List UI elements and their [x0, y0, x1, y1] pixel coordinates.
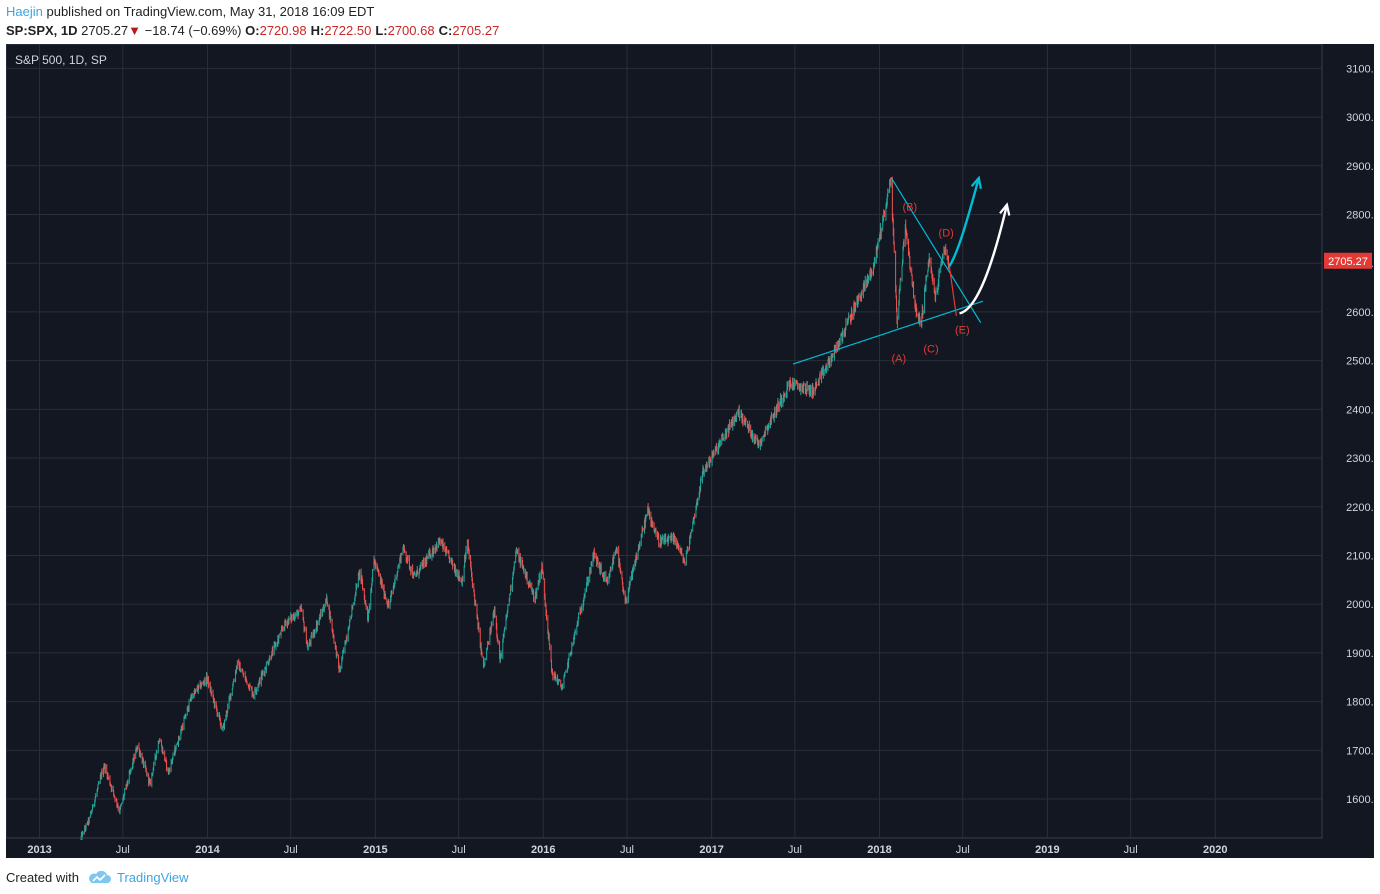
cloud-icon: [89, 870, 111, 883]
low-value: 2700.68: [387, 23, 435, 38]
open-label: O:: [245, 23, 260, 38]
drawings: [792, 175, 1011, 365]
x-tick-label: Jul: [956, 844, 970, 856]
publish-info: Haejin published on TradingView.com, May…: [6, 4, 1380, 20]
chart-header: Haejin published on TradingView.com, May…: [6, 4, 1380, 42]
y-tick-label: 3100.00: [1346, 63, 1374, 75]
price-chart[interactable]: (A) (B) (C) (D) (E) 1600.00 1700.00 1800.00 190…: [5, 43, 1380, 858]
x-tick-label: 2020: [1203, 844, 1227, 856]
low-label: L:: [375, 23, 388, 38]
price-tag: [1324, 252, 1372, 269]
wave-labels: (A) (B) (C) (D) (E): [891, 202, 969, 365]
tradingview-logo[interactable]: TradingView: [87, 870, 189, 885]
trendline: [948, 263, 957, 316]
legend-title: S&P 500, 1D, SP: [15, 53, 107, 67]
candles: [80, 176, 949, 840]
projection-curve: [959, 204, 1009, 315]
x-tick-label: 2015: [363, 844, 387, 856]
x-tick-label: 2014: [195, 844, 220, 856]
close-label: C:: [438, 23, 453, 38]
x-tick-label: Jul: [452, 844, 466, 856]
wave-label: (D): [939, 227, 954, 239]
wave-label: (E): [955, 324, 970, 336]
grid-lines: [6, 44, 1322, 838]
x-tick-label: Jul: [1124, 844, 1138, 856]
chart-area[interactable]: (A) (B) (C) (D) (E) 1600.00 1700.00 1800.00 190…: [5, 43, 1380, 858]
y-tick-label: 2800.00: [1346, 209, 1374, 221]
y-tick-label: 2300.00: [1346, 453, 1374, 465]
trendline: [890, 177, 982, 323]
projection-arrow-head: [970, 175, 982, 189]
author-link[interactable]: Haejin: [6, 4, 43, 19]
y-tick-label: 1900.00: [1346, 648, 1374, 660]
y-tick-label: 2400.00: [1346, 404, 1374, 416]
ohlc-bar: SP:SPX, 1D 2705.27▼ −18.74 (−0.69%) O:27…: [6, 22, 1380, 40]
x-tick-label: Jul: [620, 844, 634, 856]
footer: Created with TradingView: [6, 864, 189, 890]
price-tag-label: 2705.27: [1328, 256, 1368, 268]
wave-label: (B): [903, 202, 918, 214]
y-tick-label: 1600.00: [1346, 794, 1374, 806]
brand-text: TradingView: [116, 869, 189, 885]
x-tick-label: 2017: [699, 844, 723, 856]
close-value: 2705.27: [452, 23, 500, 38]
wave-label: (A): [891, 353, 906, 365]
y-tick-label: 2900.00: [1346, 161, 1374, 173]
x-tick-label: Jul: [284, 844, 298, 856]
y-tick-label: 2000.00: [1346, 599, 1374, 611]
projection-curve: [947, 177, 981, 268]
symbol-label: SP:SPX, 1D: [6, 23, 78, 38]
y-tick-label: 1800.00: [1346, 697, 1374, 709]
price-axis[interactable]: 1600.00 1700.00 1800.00 1900.00 2000.00 2100.…: [1324, 63, 1380, 806]
published-text: published on TradingView.com, May 31, 20…: [46, 4, 375, 19]
last-price: 2705.27: [81, 23, 129, 38]
open-value: 2720.98: [259, 23, 307, 38]
x-tick-label: Jul: [116, 844, 130, 856]
wave-label: (C): [923, 343, 938, 355]
time-axis[interactable]: 2013 Jul 2014 Jul 2015 Jul 2016 Jul 2017 Jul 2018 J…: [27, 844, 1227, 856]
price-change: −18.74 (−0.69%): [144, 23, 242, 38]
y-tick-label: 2600.00: [1346, 307, 1374, 319]
x-tick-label: 2016: [531, 844, 555, 856]
created-with-text: Created with: [6, 869, 79, 885]
plot-border: [5, 43, 1323, 839]
x-tick-label: 2019: [1035, 844, 1059, 856]
trendline: [792, 300, 984, 365]
projection-arrow-head: [999, 202, 1011, 216]
y-tick-label: 3000.00: [1346, 112, 1374, 124]
high-value: 2722.50: [324, 23, 372, 38]
y-tick-label: 2500.00: [1346, 356, 1374, 368]
y-tick-label: 2100.00: [1346, 550, 1374, 562]
x-tick-label: 2018: [867, 844, 891, 856]
y-tick-label: 2200.00: [1346, 502, 1374, 514]
x-tick-label: 2013: [27, 844, 51, 856]
y-tick-label: 1700.00: [1346, 745, 1374, 757]
x-tick-label: Jul: [788, 844, 802, 856]
high-label: H:: [310, 23, 325, 38]
down-arrow-icon: ▼: [128, 23, 142, 38]
